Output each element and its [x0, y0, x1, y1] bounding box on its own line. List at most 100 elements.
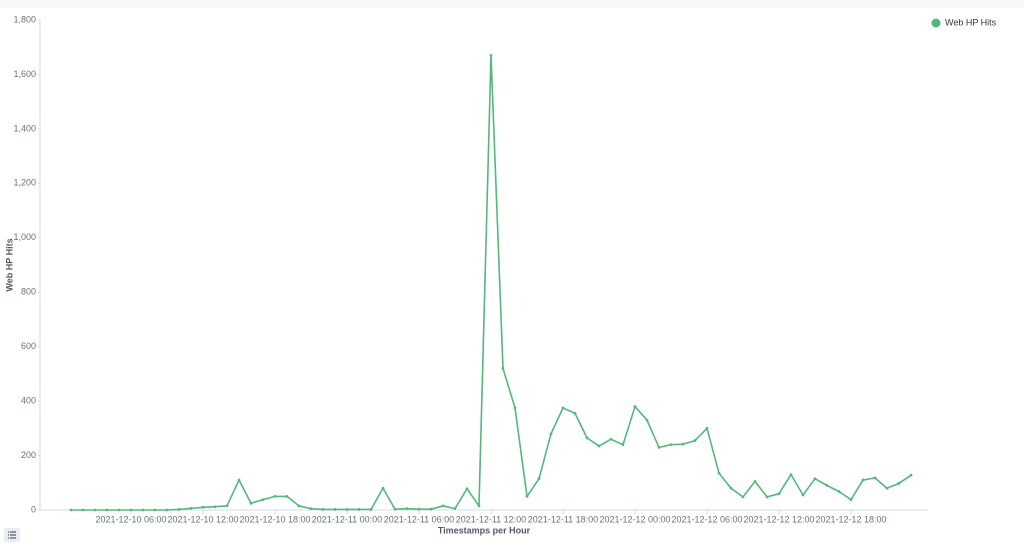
point	[525, 494, 529, 498]
point	[165, 508, 169, 512]
y-tick-label: 1,600	[13, 69, 36, 79]
y-tick-label: 1,200	[13, 178, 36, 188]
point	[537, 477, 541, 481]
point	[645, 418, 649, 422]
point	[873, 476, 877, 480]
point	[285, 494, 289, 498]
point	[801, 493, 805, 497]
x-tick-label: 2021-12-10 06:00	[95, 514, 166, 524]
point	[225, 504, 229, 508]
y-tick-label: 600	[21, 341, 36, 351]
point	[93, 508, 97, 512]
x-tick-label: 2021-12-11 06:00	[384, 514, 454, 524]
point	[417, 507, 421, 511]
point	[201, 505, 205, 509]
point	[369, 508, 373, 511]
y-tick-label: 200	[21, 450, 36, 460]
point	[909, 473, 913, 477]
point	[261, 498, 265, 502]
point	[393, 507, 397, 511]
point	[81, 508, 85, 512]
point	[465, 487, 469, 491]
point	[837, 490, 841, 493]
x-tick-label: 2021-12-10 18:00	[239, 514, 310, 524]
point	[729, 486, 733, 490]
legend-swatch	[931, 18, 941, 28]
y-tick-label: 800	[21, 287, 36, 297]
point	[633, 405, 637, 408]
point	[309, 507, 313, 511]
x-tick-label: 2021-12-12 18:00	[815, 514, 886, 524]
x-tick-label: 2021-12-10 12:00	[167, 514, 238, 524]
point	[273, 494, 277, 498]
point	[453, 507, 457, 511]
point	[105, 508, 109, 512]
point	[69, 508, 73, 512]
y-tick-label: 1,000	[13, 232, 36, 242]
point	[549, 432, 553, 436]
x-tick-label: 2021-12-11 00:00	[312, 514, 382, 524]
x-tick-label: 2021-12-11 18:00	[528, 514, 598, 524]
point	[357, 508, 361, 511]
point	[597, 444, 601, 448]
y-tick-label: 1,800	[13, 14, 36, 24]
x-tick-label: 2021-12-12 12:00	[743, 514, 814, 524]
series-line	[71, 54, 912, 511]
point	[657, 445, 661, 449]
y-tick-label: 0	[31, 504, 36, 514]
x-axis-title: Timestamps per Hour	[438, 525, 531, 535]
point	[621, 443, 625, 447]
point	[753, 480, 757, 483]
point	[825, 484, 829, 487]
legend-button[interactable]	[4, 528, 20, 542]
point	[813, 477, 817, 481]
y-axis-title: Web HP Hits	[4, 238, 14, 291]
x-tick-label: 2021-12-12 00:00	[599, 514, 670, 524]
point	[345, 508, 349, 511]
point	[501, 367, 505, 370]
point	[333, 508, 337, 511]
point	[129, 508, 133, 512]
y-tick-label: 400	[21, 395, 36, 405]
legend-label: Web HP Hits	[945, 17, 997, 27]
x-tick-label: 2021-12-12 06:00	[671, 514, 742, 524]
point	[585, 436, 589, 440]
point	[189, 506, 193, 510]
point	[213, 505, 217, 509]
point	[477, 504, 481, 508]
point	[573, 411, 577, 415]
point	[789, 473, 793, 477]
point	[153, 508, 157, 512]
point	[681, 442, 685, 446]
point	[609, 437, 613, 441]
point	[849, 498, 853, 502]
point	[381, 486, 385, 490]
point	[897, 481, 901, 485]
point	[297, 504, 301, 508]
point	[561, 406, 565, 410]
point	[717, 471, 721, 475]
point	[861, 478, 865, 482]
point	[237, 478, 241, 482]
point	[777, 492, 781, 496]
x-tick-label: 2021-12-11 12:00	[456, 514, 526, 524]
point	[141, 508, 145, 512]
point	[489, 53, 493, 57]
point	[249, 501, 253, 505]
point	[513, 406, 517, 410]
point	[741, 495, 745, 499]
point	[177, 508, 181, 511]
point	[705, 426, 709, 430]
point	[765, 495, 769, 499]
point	[693, 439, 697, 442]
legend-icon	[8, 531, 16, 539]
point	[669, 443, 673, 447]
top-bar	[0, 0, 1024, 8]
point	[321, 508, 325, 511]
point	[117, 508, 121, 512]
point	[441, 504, 445, 508]
point	[429, 507, 433, 511]
point	[405, 507, 409, 511]
